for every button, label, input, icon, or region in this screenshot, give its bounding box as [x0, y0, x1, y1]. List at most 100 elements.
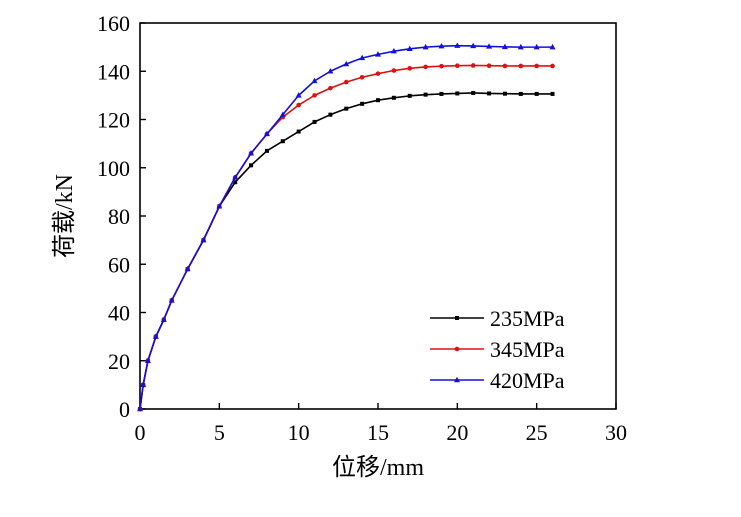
data-point: [407, 93, 412, 98]
y-tick-label: 100: [97, 156, 130, 181]
y-tick-label: 60: [108, 252, 130, 277]
data-point: [311, 77, 318, 84]
data-point: [422, 43, 429, 50]
legend-item: 235MPa: [430, 306, 565, 331]
series-line: [139, 44, 553, 410]
legend-label: 345MPa: [490, 337, 565, 362]
y-tick-label: 140: [97, 59, 130, 84]
series-420MPa: [137, 42, 556, 412]
data-point: [249, 163, 254, 168]
y-tick-label: 40: [108, 301, 130, 326]
data-point: [439, 91, 444, 96]
x-tick-label: 25: [526, 420, 548, 445]
data-point: [343, 79, 349, 85]
data-point: [550, 91, 555, 96]
data-point: [517, 43, 524, 50]
data-point: [518, 91, 523, 96]
data-point: [200, 236, 207, 243]
data-point: [137, 405, 143, 412]
data-point: [486, 43, 493, 49]
series-layer: [137, 42, 556, 412]
data-point: [471, 90, 476, 95]
data-point: [312, 93, 317, 98]
x-tick-label: 5: [214, 420, 225, 445]
y-tick-label: 160: [97, 11, 130, 36]
y-axis-ticks: 0 20 40 60 80 100 120 140 160: [97, 11, 146, 422]
legend-item: 345MPa: [430, 337, 565, 362]
x-tick-label: 10: [288, 420, 310, 445]
data-point: [534, 63, 539, 69]
data-point: [502, 91, 507, 96]
data-point: [455, 63, 460, 69]
x-tick-label: 30: [605, 420, 627, 445]
y-tick-label: 120: [97, 108, 130, 133]
data-point: [470, 63, 476, 68]
data-point: [296, 129, 301, 134]
data-point: [438, 42, 445, 49]
data-point: [140, 381, 147, 388]
data-point: [152, 333, 159, 339]
x-tick-label: 0: [135, 420, 146, 445]
data-point: [391, 68, 397, 73]
data-point: [359, 74, 365, 80]
data-point: [376, 98, 380, 103]
data-point: [327, 68, 334, 74]
data-point: [470, 42, 477, 49]
x-tick-label: 20: [446, 420, 468, 445]
legend-marker: [454, 376, 460, 383]
legend-marker: [454, 346, 460, 352]
legend: 235MPa 345MPa 420MPa: [430, 306, 565, 393]
data-point: [184, 265, 191, 272]
data-point: [407, 66, 413, 71]
data-point: [502, 63, 508, 69]
data-point: [263, 130, 270, 137]
legend-marker: [455, 316, 459, 320]
y-axis-label: 荷载/kN: [51, 174, 78, 258]
data-point: [423, 92, 428, 97]
x-axis-ticks: 0 5 10 15 20 25 30: [135, 403, 627, 445]
data-point: [534, 91, 539, 96]
data-point: [279, 111, 286, 117]
legend-label: 235MPa: [490, 306, 565, 331]
data-point: [296, 102, 301, 108]
data-point: [549, 43, 556, 50]
data-point: [454, 42, 461, 48]
data-point: [344, 106, 349, 111]
data-point: [501, 43, 508, 50]
data-point: [550, 63, 555, 69]
data-point: [232, 174, 239, 180]
data-point: [328, 85, 333, 91]
data-point: [295, 92, 302, 98]
data-point: [144, 357, 151, 363]
data-point: [423, 64, 428, 70]
data-point: [487, 91, 492, 96]
data-point: [168, 297, 175, 303]
data-point: [280, 139, 285, 144]
data-point: [312, 119, 317, 124]
series-235MPa: [138, 90, 555, 411]
legend-label: 420MPa: [490, 368, 565, 393]
y-tick-label: 80: [108, 204, 130, 229]
data-point: [160, 316, 167, 322]
data-point: [455, 91, 460, 96]
data-point: [264, 148, 269, 153]
data-point: [359, 54, 366, 61]
data-point: [360, 101, 365, 106]
data-point: [216, 203, 223, 209]
data-point: [390, 48, 397, 54]
data-point: [248, 150, 255, 156]
data-point: [343, 60, 350, 67]
y-tick-label: 20: [108, 349, 130, 374]
data-point: [233, 180, 238, 185]
data-point: [533, 43, 540, 50]
data-point: [375, 71, 381, 76]
x-tick-label: 15: [367, 420, 389, 445]
data-point: [486, 63, 492, 69]
data-point: [439, 63, 444, 69]
data-point: [328, 112, 333, 117]
data-point: [375, 51, 381, 57]
data-point: [391, 95, 396, 100]
x-axis-label: 位移/mm: [332, 454, 424, 481]
y-tick-label: 0: [119, 397, 130, 422]
